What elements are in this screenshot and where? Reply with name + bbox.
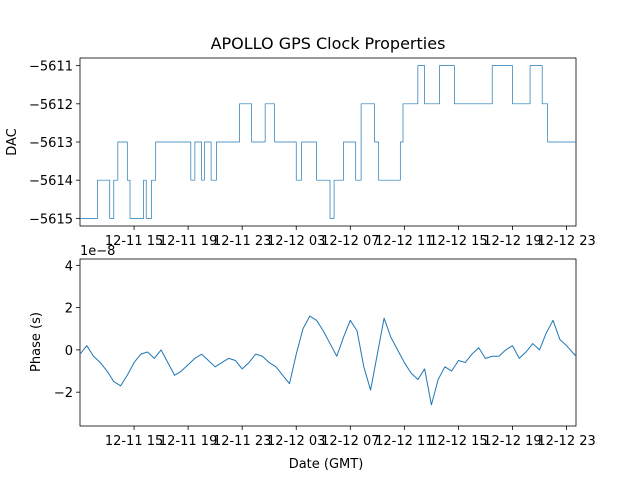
bottom-x-axis-label: Date (GMT) bbox=[289, 457, 364, 472]
bottom-plot-frame bbox=[79, 258, 577, 427]
x-tick-label: 12-12 15 bbox=[429, 234, 487, 249]
x-tick-label: 12-11 19 bbox=[159, 434, 217, 449]
x-tick-label: 12-11 15 bbox=[105, 234, 163, 249]
x-tick-label: 12-12 11 bbox=[375, 434, 433, 449]
y-tick-label: 0 bbox=[65, 344, 73, 359]
series-line-0-0 bbox=[80, 65, 576, 219]
x-tick-label: 12-11 19 bbox=[159, 234, 217, 249]
x-tick-label: 12-11 23 bbox=[213, 234, 271, 249]
bottom-series-group bbox=[79, 315, 577, 406]
x-tick-label: 12-12 23 bbox=[537, 434, 595, 449]
x-tick-label: 12-12 03 bbox=[267, 434, 325, 449]
chart-title: APOLLO GPS Clock Properties bbox=[211, 34, 446, 53]
top-plot-frame bbox=[79, 57, 577, 227]
x-tick-label: 12-12 07 bbox=[321, 434, 379, 449]
x-tick-label: 12-12 15 bbox=[429, 434, 487, 449]
y-tick-label: 4 bbox=[65, 259, 73, 274]
top-plot: −5611−5612−5613−5614−5615 12-11 1512-11 … bbox=[5, 57, 596, 249]
y-tick-label: −5614 bbox=[29, 174, 73, 189]
x-tick-label: 12-12 07 bbox=[321, 234, 379, 249]
x-tick-label: 12-11 15 bbox=[105, 434, 163, 449]
x-tick-label: 12-12 23 bbox=[537, 234, 595, 249]
series-line-1-0 bbox=[79, 315, 577, 406]
x-tick-label: 12-11 23 bbox=[213, 434, 271, 449]
bottom-offset-text: 1e−8 bbox=[80, 244, 115, 259]
y-tick-label: −5615 bbox=[29, 212, 73, 227]
x-tick-label: 12-12 19 bbox=[483, 234, 541, 249]
bottom-y-ticks: 4 2 0 −2 bbox=[54, 259, 80, 401]
y-tick-label: −5611 bbox=[29, 60, 73, 75]
x-tick-label: 12-12 11 bbox=[375, 234, 433, 249]
y-tick-label: −5612 bbox=[29, 98, 73, 113]
top-series-group bbox=[80, 65, 576, 219]
top-y-ticks: −5611 −5612 −5613 −5614 −5615 bbox=[29, 60, 80, 227]
y-tick-label: −5613 bbox=[29, 136, 73, 151]
bottom-y-axis-label: Phase (s) bbox=[29, 312, 44, 372]
top-y-axis-label: DAC bbox=[5, 128, 20, 156]
y-tick-label: 2 bbox=[65, 302, 73, 317]
x-tick-label: 12-12 03 bbox=[267, 234, 325, 249]
y-tick-label: −2 bbox=[54, 386, 73, 401]
x-tick-label: 12-12 19 bbox=[483, 434, 541, 449]
